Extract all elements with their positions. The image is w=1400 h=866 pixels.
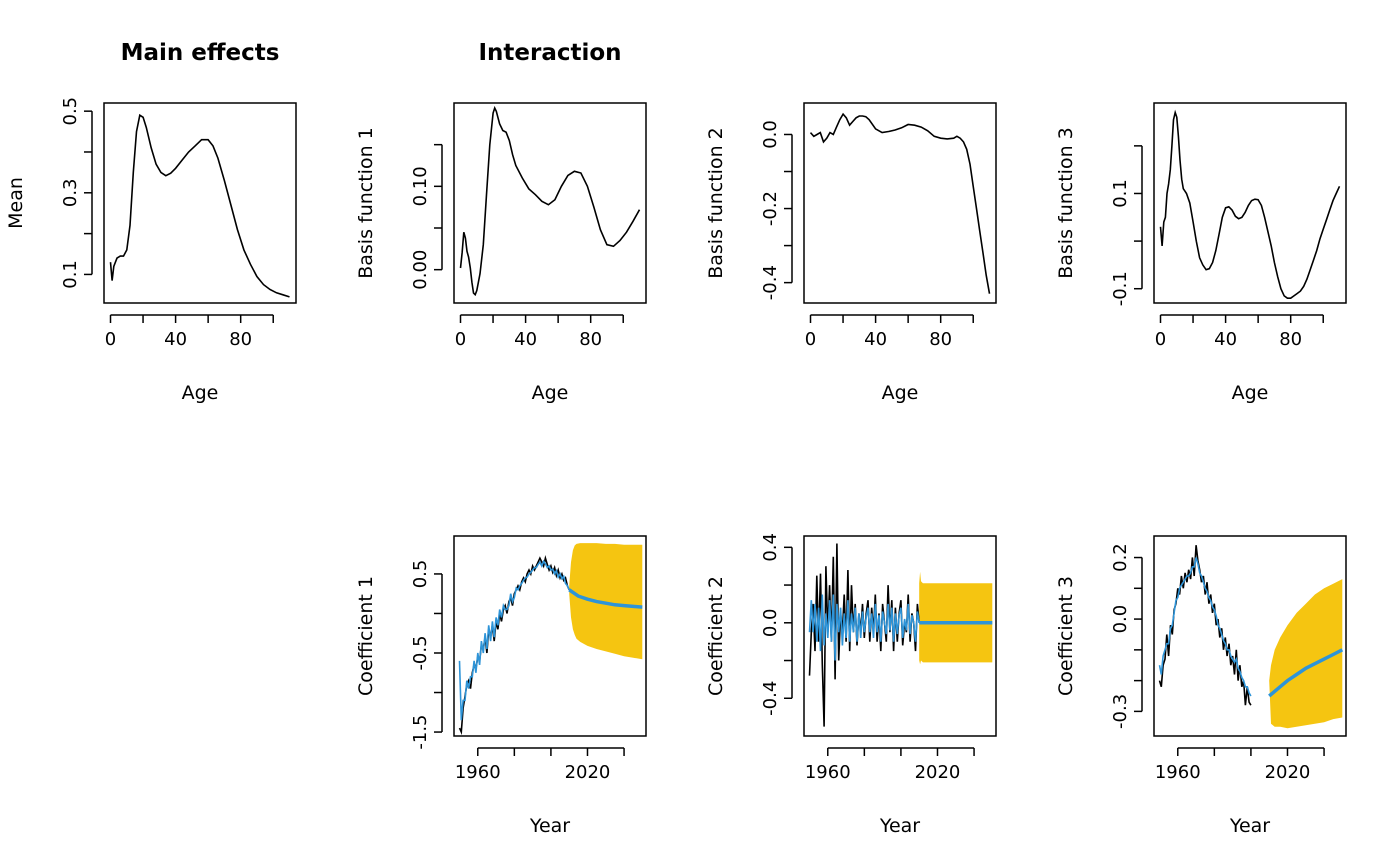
y-tick-label: -0.3 bbox=[1110, 694, 1131, 729]
panel-7: 1960 2020 -0.3 0.0 0.2 Year Coefficient 3 bbox=[1055, 535, 1347, 837]
plot-frame bbox=[803, 102, 997, 304]
x-tick-label: 80 bbox=[579, 329, 602, 350]
curve-series bbox=[459, 105, 641, 297]
y-axis-label: Mean bbox=[5, 177, 27, 229]
y-tick-label: -0.5 bbox=[410, 635, 431, 670]
y-tick-label: -0.1 bbox=[1110, 271, 1131, 306]
x-tick-label: 2020 bbox=[565, 762, 611, 783]
forecast-series bbox=[1268, 648, 1344, 698]
y-axis-label: Basis function 2 bbox=[705, 127, 727, 279]
observed-series bbox=[458, 554, 570, 736]
y-tick-label: 0.5 bbox=[410, 560, 431, 589]
prediction-band bbox=[1269, 579, 1343, 729]
y-tick-label: 0.00 bbox=[410, 250, 431, 290]
x-axis-label: Age bbox=[1232, 382, 1269, 404]
plot-area bbox=[459, 105, 641, 297]
y-tick-label: -1.5 bbox=[410, 714, 431, 749]
x-tick-label: 0 bbox=[105, 329, 116, 350]
y-tick-label: -0.2 bbox=[760, 191, 781, 226]
x-tick-label: 0 bbox=[805, 329, 816, 350]
panel-1: 0 40 80 0.1 0.3 0.5 Age Mean bbox=[5, 97, 297, 404]
y-tick-label: 0.1 bbox=[1110, 179, 1131, 208]
x-tick-label: 40 bbox=[1214, 329, 1237, 350]
prediction-band bbox=[919, 571, 993, 665]
y-tick-label: 0.1 bbox=[60, 260, 81, 289]
y-axis-label: Basis function 1 bbox=[355, 127, 377, 279]
fitted-series bbox=[458, 559, 570, 721]
x-tick-label: 80 bbox=[229, 329, 252, 350]
panel-3: 0 40 80 0.0 -0.2 -0.4 Age Basis function 2 bbox=[705, 102, 997, 404]
y-tick-label: 0.0 bbox=[1110, 605, 1131, 634]
y-tick-label: -0.4 bbox=[760, 681, 781, 716]
y-tick-label: 0.5 bbox=[60, 97, 81, 126]
x-tick-label: 2020 bbox=[915, 762, 961, 783]
panel-4: 0 40 80 -0.1 0.1 Age Basis function 3 bbox=[1055, 102, 1347, 404]
y-axis-label: Basis function 3 bbox=[1055, 127, 1077, 279]
x-axis-label: Age bbox=[882, 382, 919, 404]
y-axis-label: Coefficient 2 bbox=[705, 576, 727, 696]
x-axis-label: Age bbox=[532, 382, 569, 404]
y-tick-label: 0.0 bbox=[760, 120, 781, 149]
curve-series bbox=[109, 113, 290, 298]
y-tick-label: -0.4 bbox=[760, 265, 781, 300]
prediction-band bbox=[569, 543, 643, 660]
plot-frame bbox=[453, 535, 647, 737]
plot-frame bbox=[1153, 535, 1347, 737]
forecast-series bbox=[568, 588, 643, 609]
plot-area bbox=[109, 113, 290, 298]
x-tick-label: 1960 bbox=[455, 762, 501, 783]
y-axis-label: Coefficient 3 bbox=[1055, 576, 1077, 696]
fitted-series bbox=[1158, 557, 1252, 697]
y-tick-label: 0.3 bbox=[60, 178, 81, 207]
x-axis-label: Age bbox=[182, 382, 219, 404]
x-axis-label: Year bbox=[879, 815, 920, 837]
x-tick-label: 0 bbox=[1155, 329, 1166, 350]
y-tick-label: 0.4 bbox=[760, 533, 781, 562]
plot-frame bbox=[103, 102, 297, 304]
y-tick-label: 0.10 bbox=[410, 166, 431, 206]
curve-series bbox=[809, 112, 991, 294]
observed-series bbox=[1158, 545, 1252, 706]
x-tick-label: 2020 bbox=[1265, 762, 1311, 783]
panel-5: 1960 2020 -1.5 -0.5 0.5 Year Coefficient 1 bbox=[355, 535, 647, 837]
panel-6: 1960 2020 -0.4 0.0 0.4 Year Coefficient 2 bbox=[705, 533, 997, 837]
y-axis-label: Coefficient 1 bbox=[355, 576, 377, 696]
x-tick-label: 1960 bbox=[1155, 762, 1201, 783]
x-axis-label: Year bbox=[1229, 815, 1270, 837]
x-tick-label: 1960 bbox=[805, 762, 851, 783]
title-main-effects: Main effects bbox=[121, 40, 280, 66]
plot-area bbox=[458, 543, 643, 736]
x-axis-label: Year bbox=[529, 815, 570, 837]
plot-frame bbox=[803, 535, 997, 737]
y-tick-label: 0.0 bbox=[760, 608, 781, 637]
x-tick-label: 40 bbox=[164, 329, 187, 350]
x-tick-label: 80 bbox=[1279, 329, 1302, 350]
plot-area bbox=[1158, 545, 1344, 729]
plot-area bbox=[808, 543, 993, 727]
curve-series bbox=[1159, 109, 1341, 300]
y-tick-label: 0.2 bbox=[1110, 543, 1131, 572]
panel-2: 0 40 80 0.00 0.10 Age Basis function 1 bbox=[355, 102, 647, 404]
plot-area bbox=[809, 112, 991, 294]
x-tick-label: 40 bbox=[514, 329, 537, 350]
fitted-series bbox=[808, 594, 920, 661]
plot-area bbox=[1159, 109, 1341, 300]
title-interaction: Interaction bbox=[478, 40, 621, 66]
plot-frame bbox=[453, 102, 647, 304]
x-tick-label: 80 bbox=[929, 329, 952, 350]
plot-frame bbox=[1153, 102, 1347, 304]
x-tick-label: 0 bbox=[455, 329, 466, 350]
x-tick-label: 40 bbox=[864, 329, 887, 350]
